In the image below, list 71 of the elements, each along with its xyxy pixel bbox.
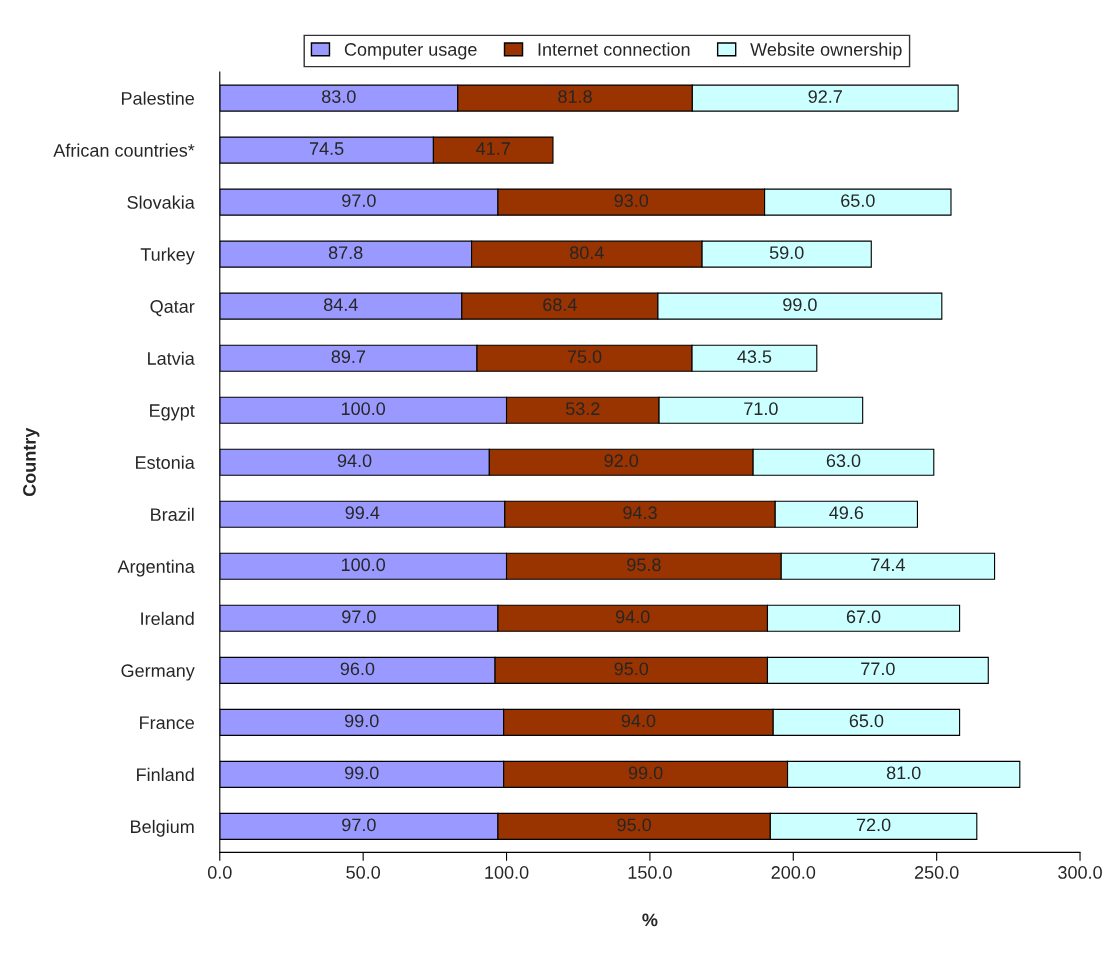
x-tick-label: 300.0 bbox=[1058, 866, 1102, 879]
data-label: 93.0 bbox=[614, 194, 649, 207]
data-label: 99.0 bbox=[783, 298, 817, 312]
data-label: 84.4 bbox=[324, 298, 358, 312]
x-axis-title: % bbox=[642, 913, 658, 927]
data-label: 41.7 bbox=[476, 142, 510, 155]
data-label: 94.0 bbox=[615, 610, 650, 624]
data-label: 80.4 bbox=[570, 246, 604, 259]
y-tick-label: Estonia bbox=[136, 455, 195, 469]
data-label: 94.0 bbox=[337, 454, 372, 468]
data-label: 81.0 bbox=[886, 766, 921, 780]
data-label: 63.0 bbox=[826, 454, 861, 468]
data-label: 97.0 bbox=[342, 818, 376, 832]
data-label: 95.0 bbox=[617, 818, 651, 832]
data-label: 95.8 bbox=[627, 558, 661, 572]
x-tick-label: 150.0 bbox=[628, 866, 672, 879]
data-label: 59.0 bbox=[769, 246, 804, 259]
y-tick-label: Turkey bbox=[140, 247, 195, 265]
y-tick-label: Brazil bbox=[151, 507, 194, 521]
data-label: 99.0 bbox=[345, 766, 379, 780]
data-label: 99.0 bbox=[345, 714, 379, 728]
y-tick-label: Belgium bbox=[131, 819, 194, 837]
y-tick-label: Ireland bbox=[141, 611, 194, 626]
data-label: 95.0 bbox=[614, 662, 649, 676]
data-label: 67.0 bbox=[846, 610, 881, 624]
data-label: 65.0 bbox=[849, 714, 884, 728]
y-tick-label: African countries* bbox=[53, 143, 195, 157]
y-tick-label: Argentina bbox=[117, 559, 195, 577]
data-label: 81.8 bbox=[558, 90, 592, 103]
data-label: 43.5 bbox=[737, 350, 772, 364]
x-tick-label: 100.0 bbox=[485, 866, 529, 879]
data-label: 53.2 bbox=[565, 402, 600, 416]
x-tick-label: 250.0 bbox=[914, 866, 959, 879]
data-label: 97.0 bbox=[342, 194, 376, 207]
data-label: 49.6 bbox=[829, 506, 864, 520]
data-label: 92.0 bbox=[604, 454, 639, 468]
data-label: 99.0 bbox=[628, 766, 663, 780]
x-tick-label: 50.0 bbox=[346, 866, 381, 879]
y-tick-label: Qatar bbox=[150, 300, 195, 317]
data-label: 94.3 bbox=[623, 506, 657, 520]
y-tick-label: Slovakia bbox=[127, 195, 195, 209]
y-tick-label: Finland bbox=[137, 767, 194, 782]
data-label: 74.4 bbox=[871, 558, 905, 571]
data-label: 83.0 bbox=[322, 90, 356, 103]
data-label: 100.0 bbox=[341, 558, 386, 572]
data-label: 74.5 bbox=[309, 142, 344, 155]
x-tick-label: 0.0 bbox=[207, 866, 232, 879]
data-label: 97.0 bbox=[342, 610, 376, 624]
y-tick-label: Germany bbox=[121, 664, 195, 681]
data-label: 71.0 bbox=[744, 402, 778, 416]
legend-label: Computer usage bbox=[344, 43, 477, 60]
data-label: 94.0 bbox=[621, 714, 656, 728]
data-label: 87.8 bbox=[328, 246, 363, 259]
y-axis-title: Country bbox=[23, 427, 40, 497]
y-tick-label: Latvia bbox=[148, 351, 195, 365]
data-label: 96.0 bbox=[340, 662, 375, 676]
y-tick-label: Palestine bbox=[121, 91, 194, 105]
data-label: 100.0 bbox=[341, 402, 386, 416]
data-label: 92.7 bbox=[808, 90, 842, 103]
data-label: 75.0 bbox=[567, 350, 602, 364]
x-tick-label: 200.0 bbox=[771, 866, 816, 879]
legend-label: Website ownership bbox=[750, 42, 902, 60]
data-label: 89.7 bbox=[331, 350, 366, 364]
legend-label: Internet connection bbox=[538, 42, 690, 56]
data-label: 77.0 bbox=[861, 662, 895, 676]
y-tick-label: Egypt bbox=[150, 404, 195, 421]
data-label: 72.0 bbox=[856, 818, 891, 832]
data-label: 65.0 bbox=[841, 194, 875, 207]
y-tick-label: France bbox=[140, 716, 194, 730]
data-label: 68.4 bbox=[543, 298, 577, 312]
data-label: 99.4 bbox=[345, 506, 380, 520]
